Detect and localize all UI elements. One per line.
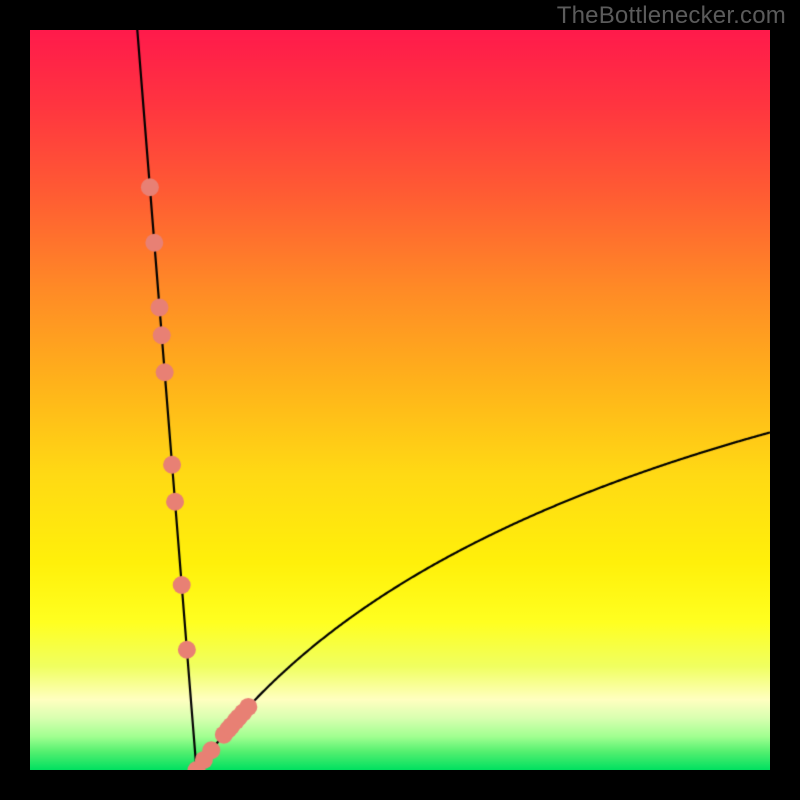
watermark-label: TheBottlenecker.com xyxy=(557,2,786,30)
bottleneck-curve-canvas xyxy=(30,30,770,770)
chart-stage: TheBottlenecker.com xyxy=(0,0,800,800)
